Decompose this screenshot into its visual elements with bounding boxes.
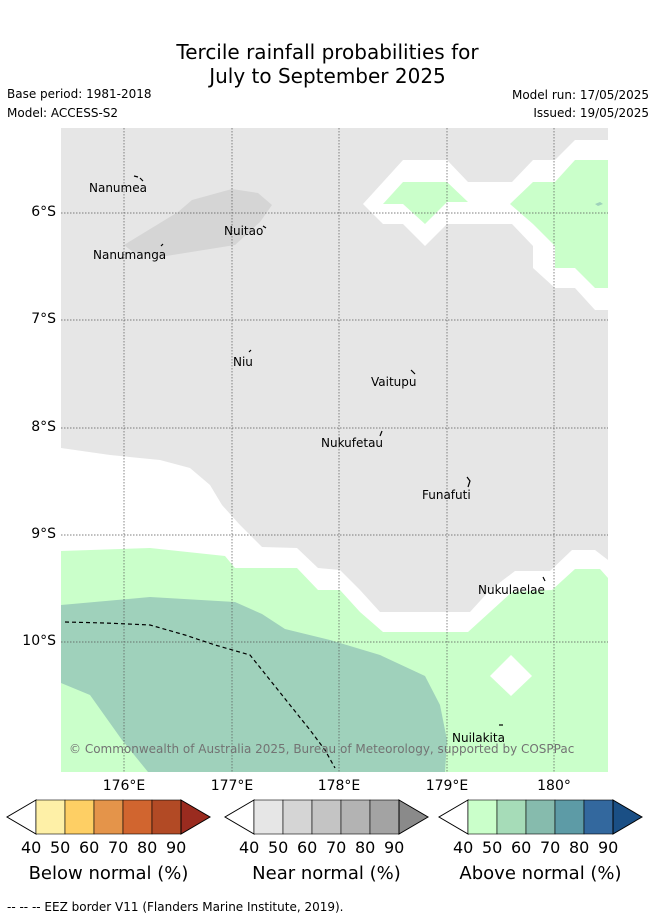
graticule (61, 128, 608, 772)
white-diamond (490, 655, 532, 696)
lat-label-10s: 10°S (22, 633, 56, 649)
lat-label-9s: 9°S (31, 526, 56, 542)
cb-above-tick-90: 90 (598, 838, 619, 857)
colorbar-below-cell-70 (122, 799, 153, 835)
island-markers (133, 175, 546, 726)
eez-border-line (64, 621, 336, 769)
colorbar-near-cell-50 (282, 799, 313, 835)
colorbar-near-cell-60 (311, 799, 342, 835)
colorbar-below-cell-40 (35, 799, 66, 835)
colorbar-above-cell-40 (467, 799, 498, 835)
colorbar-near-cell-70 (340, 799, 371, 835)
lat-label-6s: 6°S (31, 204, 56, 220)
cb-above-tick-80: 80 (569, 838, 590, 857)
rainfall-map (61, 128, 608, 772)
place-label-nanumanga: Nanumanga (93, 248, 167, 262)
small-island-northeast (595, 202, 603, 206)
place-label-nukufetau: Nukufetau (321, 436, 384, 450)
lon-label-177e: 177°E (210, 778, 254, 794)
place-label-nukulaelae: Nukulaelae (478, 583, 545, 597)
colorbar-below-high-extension (180, 799, 211, 835)
lat-label-7s: 7°S (31, 311, 56, 327)
cb-above-label: Above normal (%) (459, 863, 622, 884)
cb-below-tick-40: 40 (21, 838, 42, 857)
cb-below-tick-50: 50 (50, 838, 71, 857)
cb-below-tick-70: 70 (108, 838, 129, 857)
colorbar-above-cell-60 (525, 799, 556, 835)
cb-near-tick-90: 90 (384, 838, 405, 857)
map-title-line2: July to September 2025 (209, 64, 446, 88)
cb-near-tick-40: 40 (239, 838, 260, 857)
colorbar-above-normal (438, 799, 643, 835)
above-normal-patch-b (510, 160, 608, 288)
lon-label-176e: 176°E (102, 778, 146, 794)
place-label-funafuti: Funafuti (422, 488, 471, 502)
lon-label-179e: 179°E (425, 778, 469, 794)
model-name: Model: ACCESS-S2 (7, 106, 119, 120)
colorbar-below-low-extension (6, 799, 37, 835)
colorbar-above-high-extension (612, 799, 643, 835)
cb-near-tick-60: 60 (297, 838, 318, 857)
lon-label-180: 180° (537, 778, 571, 794)
colorbar-near-cell-80 (369, 799, 400, 835)
colorbar-above-cell-80 (583, 799, 614, 835)
colorbar-above-cell-70 (554, 799, 585, 835)
eez-footer-note: -- -- -- EEZ border V11 (Flanders Marine… (7, 900, 344, 914)
near-normal-50-region (124, 189, 272, 257)
place-label-nuilakita: Nuilakita (452, 731, 505, 745)
colorbar-above-low-extension (438, 799, 469, 835)
colorbar-near-low-extension (224, 799, 255, 835)
lat-label-8s: 8°S (31, 419, 56, 435)
place-label-nuitao: Nuitao (224, 224, 264, 238)
place-label-niu: Niu (233, 355, 253, 369)
cb-below-tick-80: 80 (137, 838, 158, 857)
lon-label-178e: 178°E (317, 778, 361, 794)
copyright-notice: © Commonwealth of Australia 2025, Bureau… (69, 742, 575, 756)
cb-above-tick-50: 50 (482, 838, 503, 857)
cb-near-tick-50: 50 (268, 838, 289, 857)
cb-near-tick-80: 80 (355, 838, 376, 857)
cb-below-tick-90: 90 (166, 838, 187, 857)
map-title-line1: Tercile rainfall probabilities for (176, 40, 479, 64)
model-run: Model run: 17/05/2025 (511, 88, 649, 102)
cb-below-label: Below normal (%) (28, 863, 189, 884)
colorbar-above-cell-50 (496, 799, 527, 835)
colorbar-near-high-extension (398, 799, 429, 835)
issued-date: Issued: 19/05/2025 (533, 106, 649, 120)
cb-above-tick-40: 40 (453, 838, 474, 857)
cb-near-label: Near normal (%) (252, 863, 401, 884)
cb-below-tick-60: 60 (79, 838, 100, 857)
cb-above-tick-70: 70 (540, 838, 561, 857)
colorbar-below-cell-60 (93, 799, 124, 835)
colorbar-below-cell-80 (151, 799, 182, 835)
cb-above-tick-60: 60 (511, 838, 532, 857)
place-label-vaitupu: Vaitupu (371, 375, 417, 389)
colorbar-near-cell-40 (253, 799, 284, 835)
colorbar-below-cell-50 (64, 799, 95, 835)
colorbar-below-normal (6, 799, 211, 835)
place-label-nanumea: Nanumea (89, 181, 147, 195)
map-title: Tercile rainfall probabilities for July … (0, 40, 655, 88)
cb-near-tick-70: 70 (326, 838, 347, 857)
above-normal-50-south (61, 597, 447, 772)
base-period: Base period: 1981-2018 (7, 87, 152, 101)
colorbar-near-normal (224, 799, 429, 835)
